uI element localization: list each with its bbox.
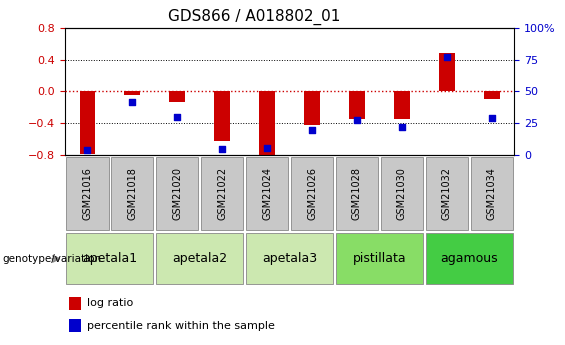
Bar <box>156 157 198 230</box>
Bar <box>471 157 513 230</box>
Bar <box>156 233 244 284</box>
Bar <box>336 233 423 284</box>
Bar <box>484 91 499 99</box>
Text: log ratio: log ratio <box>88 298 134 308</box>
Point <box>83 147 92 153</box>
Point <box>397 125 406 130</box>
Text: genotype/variation: genotype/variation <box>3 254 102 264</box>
Text: percentile rank within the sample: percentile rank within the sample <box>88 321 275 331</box>
Bar <box>69 319 81 332</box>
Bar <box>69 297 81 310</box>
Bar <box>214 91 230 141</box>
Bar <box>336 157 378 230</box>
Bar <box>291 157 333 230</box>
Point <box>128 99 137 105</box>
Bar <box>246 157 288 230</box>
Text: apetala3: apetala3 <box>262 252 317 265</box>
Text: GSM21030: GSM21030 <box>397 167 407 220</box>
Bar <box>246 233 333 284</box>
Point <box>307 127 316 132</box>
Point <box>442 54 451 60</box>
Bar <box>304 91 320 125</box>
Text: pistillata: pistillata <box>353 252 406 265</box>
Text: GSM21020: GSM21020 <box>172 167 182 220</box>
Bar <box>80 91 95 154</box>
Bar <box>170 91 185 102</box>
Text: agamous: agamous <box>441 252 498 265</box>
Bar <box>124 91 140 95</box>
Bar <box>259 91 275 157</box>
Point <box>353 117 362 122</box>
Point <box>487 116 496 121</box>
Point <box>218 146 227 151</box>
Text: apetala2: apetala2 <box>172 252 227 265</box>
Text: GSM21034: GSM21034 <box>486 167 497 220</box>
Point <box>173 114 182 120</box>
Text: GSM21018: GSM21018 <box>127 167 137 220</box>
Bar <box>381 157 423 230</box>
Bar <box>66 233 154 284</box>
Text: GSM21024: GSM21024 <box>262 167 272 220</box>
Text: GSM21022: GSM21022 <box>217 167 227 220</box>
Text: GSM21028: GSM21028 <box>352 167 362 220</box>
Bar <box>66 157 108 230</box>
Text: GSM21016: GSM21016 <box>82 167 93 220</box>
Bar <box>425 157 468 230</box>
Bar <box>425 233 513 284</box>
Bar <box>201 157 244 230</box>
Point <box>263 145 272 150</box>
Text: GSM21032: GSM21032 <box>442 167 452 220</box>
Bar <box>394 91 410 119</box>
Bar <box>349 91 365 119</box>
Text: GDS866 / A018802_01: GDS866 / A018802_01 <box>168 9 341 25</box>
Bar <box>111 157 154 230</box>
Bar <box>439 53 455 91</box>
Text: GSM21026: GSM21026 <box>307 167 317 220</box>
Text: apetala1: apetala1 <box>82 252 137 265</box>
